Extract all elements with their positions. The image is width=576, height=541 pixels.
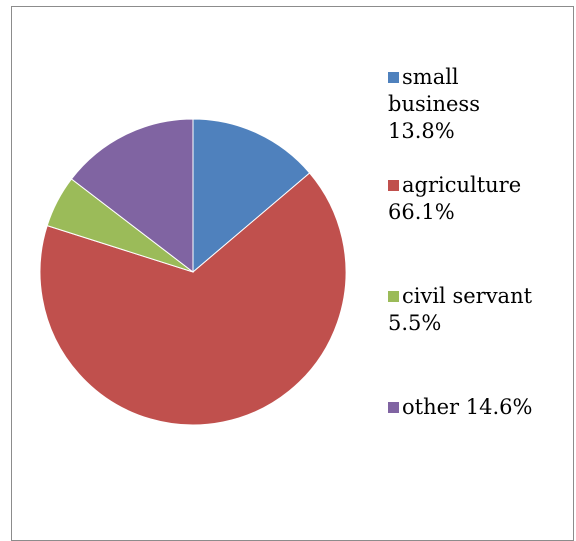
legend-item-agriculture: agriculture 66.1% (388, 172, 568, 226)
legend-swatch (388, 291, 399, 302)
legend-label: civil servant (402, 284, 533, 308)
pie-slice-other (70, 118, 194, 274)
legend-swatch (388, 180, 399, 191)
legend-label: business (388, 92, 480, 116)
legend-label: agriculture (402, 173, 522, 197)
legend-swatch (388, 402, 399, 413)
pie-slice-agriculture (39, 172, 347, 426)
legend-label: small (402, 65, 459, 89)
legend-value: 66.1% (388, 200, 455, 224)
legend-swatch (388, 72, 399, 83)
legend-label: other 14.6% (402, 395, 533, 419)
legend-value: 5.5% (388, 311, 442, 335)
legend-item-other: other 14.6% (388, 394, 568, 421)
pie-slice-small-business (192, 118, 311, 274)
legend-item-small-business: small business 13.8% (388, 64, 568, 145)
legend-item-civil-servant: civil servant 5.5% (388, 283, 568, 337)
pie-slices (39, 118, 347, 426)
legend-value: 13.8% (388, 119, 455, 143)
